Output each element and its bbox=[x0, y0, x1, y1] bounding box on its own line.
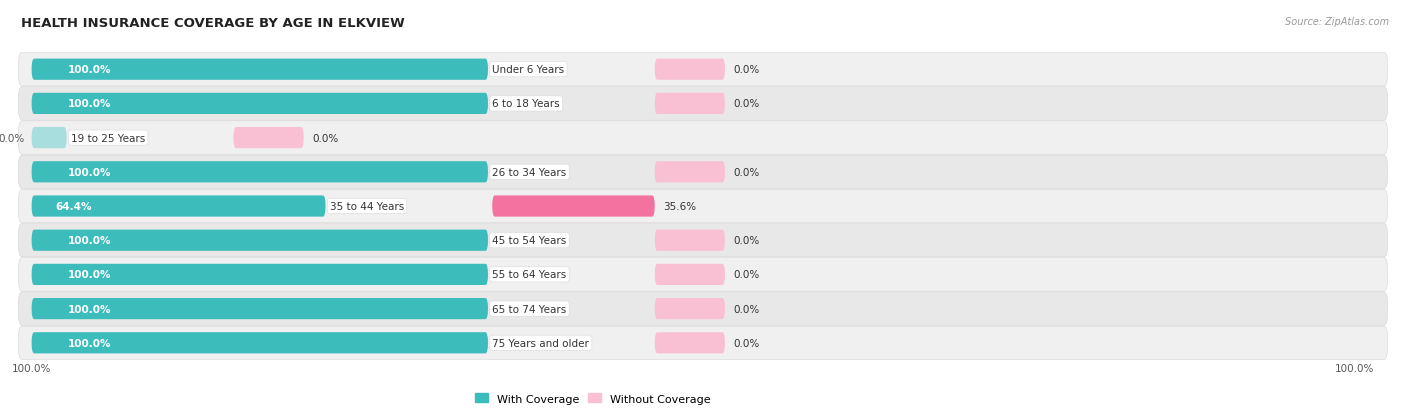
FancyBboxPatch shape bbox=[31, 128, 66, 149]
FancyBboxPatch shape bbox=[18, 53, 1388, 87]
Text: 100.0%: 100.0% bbox=[1336, 363, 1375, 373]
FancyBboxPatch shape bbox=[18, 326, 1388, 360]
Text: 65 to 74 Years: 65 to 74 Years bbox=[492, 304, 567, 314]
FancyBboxPatch shape bbox=[31, 196, 326, 217]
Text: 100.0%: 100.0% bbox=[67, 236, 111, 246]
FancyBboxPatch shape bbox=[31, 162, 488, 183]
FancyBboxPatch shape bbox=[18, 156, 1388, 189]
Text: 100.0%: 100.0% bbox=[67, 65, 111, 75]
FancyBboxPatch shape bbox=[655, 230, 725, 251]
Text: 45 to 54 Years: 45 to 54 Years bbox=[492, 236, 567, 246]
FancyBboxPatch shape bbox=[31, 298, 488, 319]
Text: 0.0%: 0.0% bbox=[734, 304, 761, 314]
FancyBboxPatch shape bbox=[655, 332, 725, 354]
Text: 19 to 25 Years: 19 to 25 Years bbox=[72, 133, 145, 143]
FancyBboxPatch shape bbox=[31, 59, 488, 81]
Text: 0.0%: 0.0% bbox=[312, 133, 339, 143]
Text: 100.0%: 100.0% bbox=[67, 167, 111, 177]
Text: 35.6%: 35.6% bbox=[664, 202, 696, 211]
FancyBboxPatch shape bbox=[18, 121, 1388, 155]
Text: 55 to 64 Years: 55 to 64 Years bbox=[492, 270, 567, 280]
FancyBboxPatch shape bbox=[655, 298, 725, 319]
FancyBboxPatch shape bbox=[655, 94, 725, 115]
Text: Source: ZipAtlas.com: Source: ZipAtlas.com bbox=[1285, 17, 1389, 26]
FancyBboxPatch shape bbox=[18, 88, 1388, 121]
FancyBboxPatch shape bbox=[655, 264, 725, 285]
FancyBboxPatch shape bbox=[233, 128, 304, 149]
Text: 0.0%: 0.0% bbox=[734, 65, 761, 75]
FancyBboxPatch shape bbox=[31, 94, 488, 115]
Text: 0.0%: 0.0% bbox=[734, 338, 761, 348]
Text: 100.0%: 100.0% bbox=[67, 338, 111, 348]
Text: 100.0%: 100.0% bbox=[67, 270, 111, 280]
Text: 75 Years and older: 75 Years and older bbox=[492, 338, 589, 348]
FancyBboxPatch shape bbox=[18, 224, 1388, 257]
Text: 0.0%: 0.0% bbox=[734, 270, 761, 280]
Text: 6 to 18 Years: 6 to 18 Years bbox=[492, 99, 560, 109]
Text: 100.0%: 100.0% bbox=[11, 363, 51, 373]
Text: 0.0%: 0.0% bbox=[734, 236, 761, 246]
Text: 26 to 34 Years: 26 to 34 Years bbox=[492, 167, 567, 177]
FancyBboxPatch shape bbox=[31, 264, 488, 285]
Text: 35 to 44 Years: 35 to 44 Years bbox=[330, 202, 404, 211]
Text: 0.0%: 0.0% bbox=[0, 133, 24, 143]
Text: HEALTH INSURANCE COVERAGE BY AGE IN ELKVIEW: HEALTH INSURANCE COVERAGE BY AGE IN ELKV… bbox=[21, 17, 405, 29]
Text: 100.0%: 100.0% bbox=[67, 304, 111, 314]
FancyBboxPatch shape bbox=[31, 332, 488, 354]
Text: 100.0%: 100.0% bbox=[67, 99, 111, 109]
Text: 64.4%: 64.4% bbox=[55, 202, 91, 211]
Text: 0.0%: 0.0% bbox=[734, 167, 761, 177]
Text: 0.0%: 0.0% bbox=[734, 99, 761, 109]
FancyBboxPatch shape bbox=[31, 230, 488, 251]
FancyBboxPatch shape bbox=[492, 196, 655, 217]
FancyBboxPatch shape bbox=[655, 162, 725, 183]
Text: Under 6 Years: Under 6 Years bbox=[492, 65, 564, 75]
FancyBboxPatch shape bbox=[18, 292, 1388, 325]
FancyBboxPatch shape bbox=[18, 190, 1388, 223]
FancyBboxPatch shape bbox=[655, 59, 725, 81]
Legend: With Coverage, Without Coverage: With Coverage, Without Coverage bbox=[470, 389, 716, 408]
FancyBboxPatch shape bbox=[18, 258, 1388, 292]
